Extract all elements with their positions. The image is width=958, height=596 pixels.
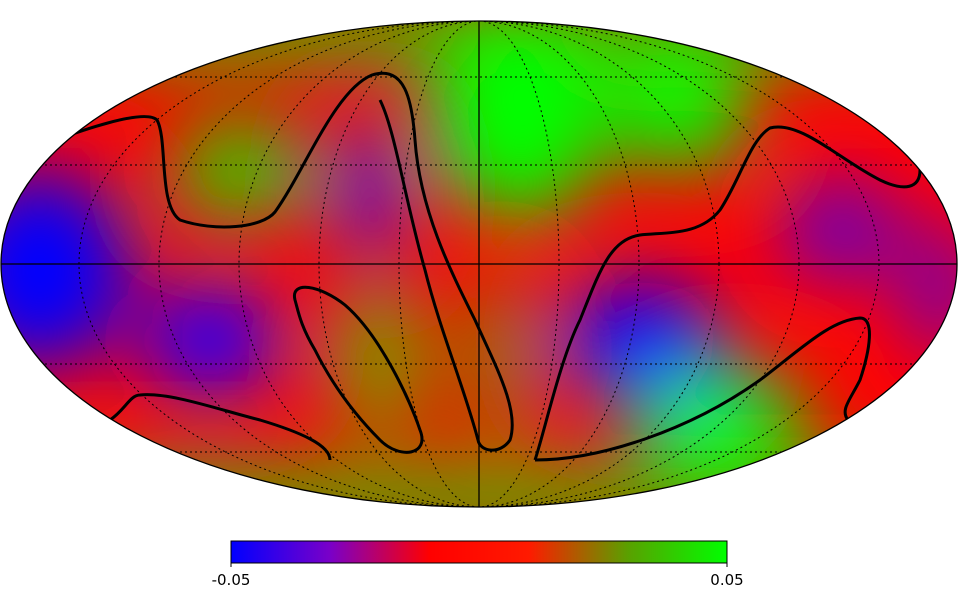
map-outline [0, 20, 958, 508]
contours [29, 71, 922, 462]
colorbar-tick-label: 0.05 [710, 571, 743, 589]
colorbar-scale [230, 540, 728, 564]
colorbar-tick-label: -0.05 [212, 571, 251, 589]
sky-map [1, 21, 957, 507]
colorbar: -0.05 0.05 [212, 540, 744, 589]
